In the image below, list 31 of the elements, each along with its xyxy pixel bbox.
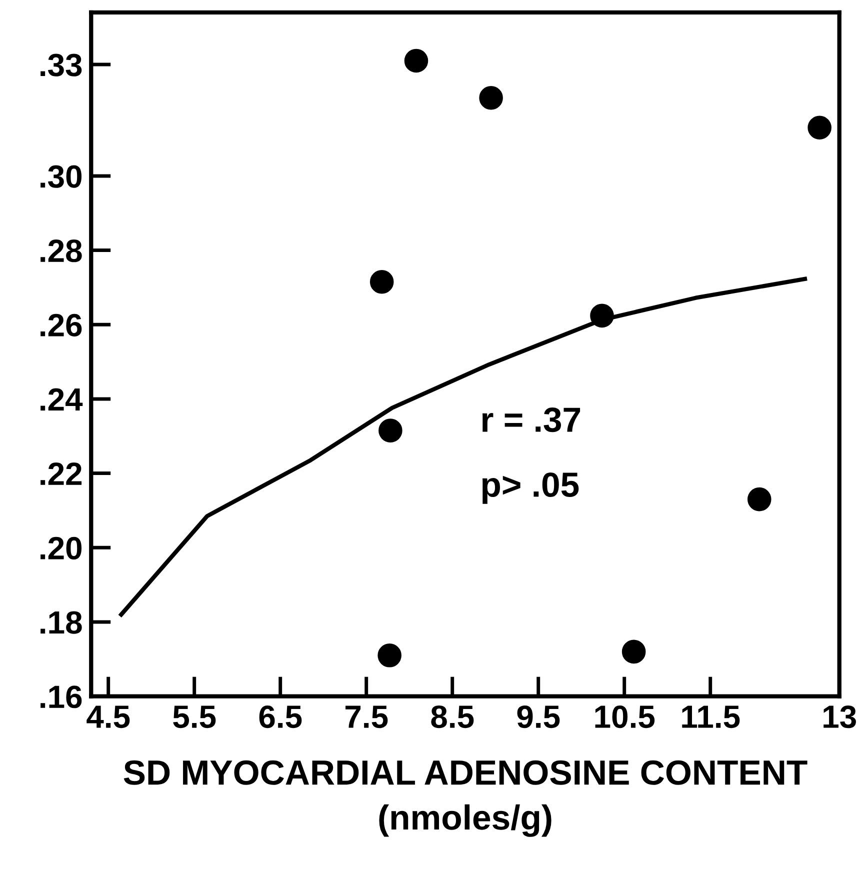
y-tick-label: .18 [40,611,82,634]
point [370,270,394,294]
point [590,304,614,328]
x-tick-label: 7.5 [346,706,388,728]
y-tick-label: .33 [40,54,82,76]
y-tick-label: .28 [40,240,82,262]
annotation: r = .37 [482,407,580,432]
point [378,418,402,442]
annotation: p> .05 [482,472,579,504]
y-tick-label: .22 [40,462,82,485]
point [622,640,646,664]
x-axis-title: SD MYOCARDIAL ADENOSINE CONTENT (nmoles/g) [124,760,808,837]
line-series [119,276,808,617]
y-tick-label: .16 [40,686,82,708]
y-tick-label: .30 [40,165,82,188]
x-tick-label: 10.5 [595,705,655,728]
x-tick-label: 5.5 [173,706,216,728]
x-tick-label: 4.5 [86,706,130,728]
point [404,48,428,73]
x-tick-label: 6.5 [259,705,302,728]
point [479,86,503,110]
y-tick-label: .26 [40,314,82,337]
point [378,644,402,668]
x-tick-label: 9.5 [517,705,560,728]
point [747,487,772,512]
x-tick-label: 8.5 [431,705,474,728]
y-tick-label: .20 [40,536,82,560]
y-tick-label: .24 [40,388,83,411]
point [808,116,832,140]
x-tick-label: 11.5 [682,706,740,728]
x-tick-label: 13 [824,705,856,728]
